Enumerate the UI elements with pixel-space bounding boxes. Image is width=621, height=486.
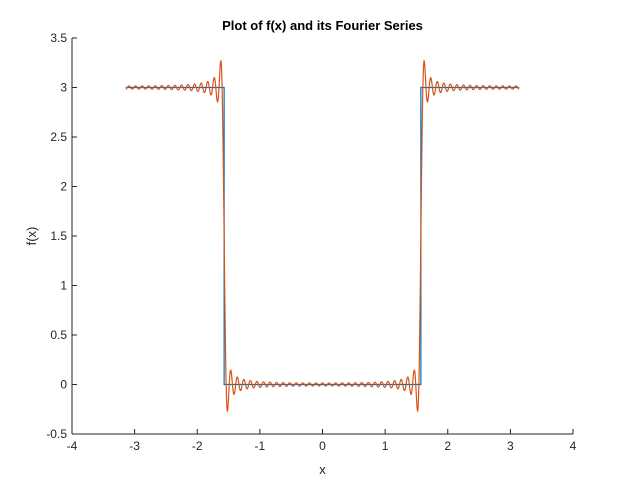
x-tick-label: -4 (67, 439, 78, 453)
x-tick-label: 4 (570, 439, 577, 453)
x-axis-label: x (319, 462, 326, 477)
x-tick-label: 0 (319, 439, 326, 453)
y-tick-label: 2.5 (50, 130, 67, 144)
ticks: -4 -3 -2 -1 0 1 2 3 4 -0.5 0 0.5 1 1.5 2 2.5 3 3.5 (46, 31, 576, 453)
y-tick-label: 1 (60, 279, 67, 293)
y-tick-label: 3.5 (50, 31, 67, 45)
x-tick-label: -2 (192, 439, 203, 453)
x-tick-label: 2 (444, 439, 451, 453)
x-tick-label: -3 (129, 439, 140, 453)
y-tick-label: 1.5 (50, 229, 67, 243)
y-axis-label: f(x) (24, 227, 39, 246)
y-tick-label: 3 (60, 81, 67, 95)
x-tick-label: 1 (382, 439, 389, 453)
plot-lines (125, 59, 520, 413)
chart-title: Plot of f(x) and its Fourier Series (222, 18, 423, 33)
y-tick-label: 2 (60, 180, 67, 194)
x-tick-label: -1 (255, 439, 266, 453)
y-tick-label: 0.5 (50, 328, 67, 342)
y-tick-label: 0 (60, 378, 67, 392)
series-fourier-line (125, 59, 520, 413)
y-tick-label: -0.5 (46, 427, 67, 441)
series-f-line (125, 86, 520, 386)
x-tick-label: 3 (507, 439, 514, 453)
